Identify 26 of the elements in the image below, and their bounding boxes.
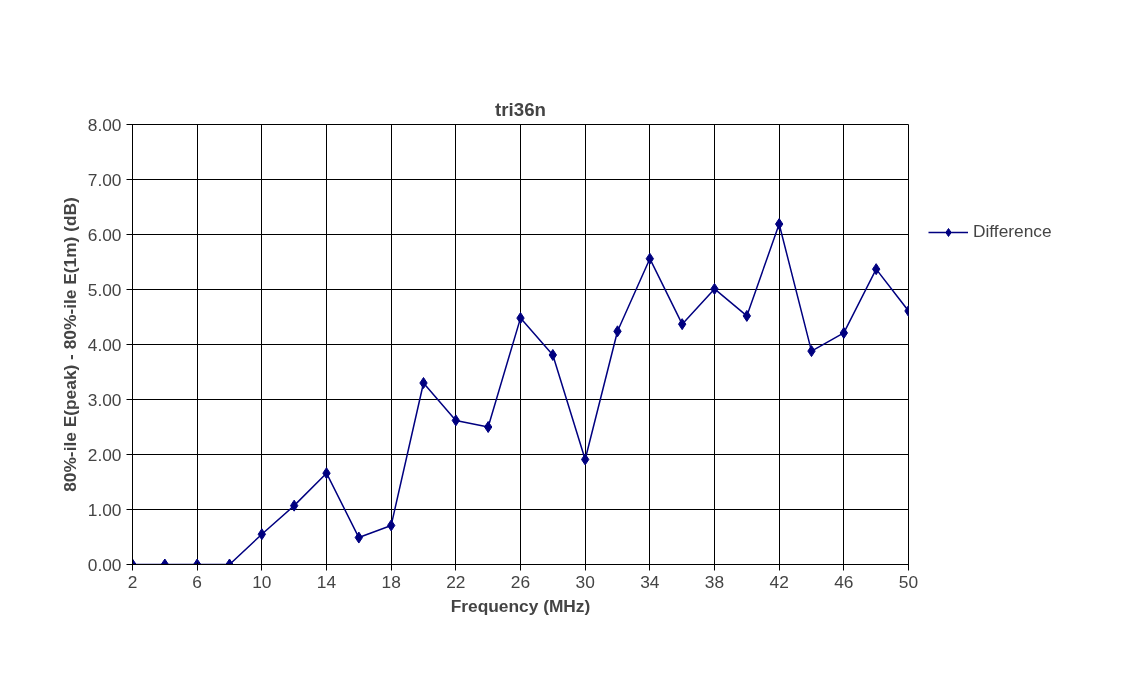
y-tick-label: 3.00 (87, 389, 122, 410)
x-tick-label: 6 (192, 571, 202, 592)
x-tick-label: 34 (640, 571, 660, 592)
y-axis-title: 80%-ile E(peak) - 80%-ile E(1m) (dB) (59, 197, 80, 492)
y-tick-label: 7.00 (87, 169, 122, 190)
y-tick-label: 5.00 (87, 279, 122, 300)
x-tick-label: 2 (127, 571, 138, 592)
y-tick-label: 0.00 (87, 554, 122, 575)
y-tick-label: 2.00 (87, 444, 122, 465)
x-tick-label: 10 (252, 571, 272, 592)
chart-title: tri36n (495, 98, 546, 120)
x-tick-label: 26 (510, 571, 531, 592)
y-tick-label: 4.00 (87, 334, 122, 355)
x-tick-label: 30 (575, 571, 595, 592)
y-tick-label: 8.00 (87, 114, 122, 135)
y-tick-label: 6.00 (87, 224, 122, 245)
x-tick-label: 22 (446, 571, 466, 592)
x-tick-label: 50 (898, 571, 919, 592)
x-tick-label: 18 (381, 571, 401, 592)
x-tick-label: 38 (704, 571, 725, 592)
y-tick-label: 1.00 (87, 499, 122, 520)
x-tick-label: 14 (316, 571, 337, 592)
x-tick-label: 42 (769, 571, 789, 592)
x-tick-label: 46 (834, 571, 854, 592)
legend-label: Difference (973, 221, 1052, 242)
x-axis-title: Frequency (MHz) (450, 595, 591, 616)
